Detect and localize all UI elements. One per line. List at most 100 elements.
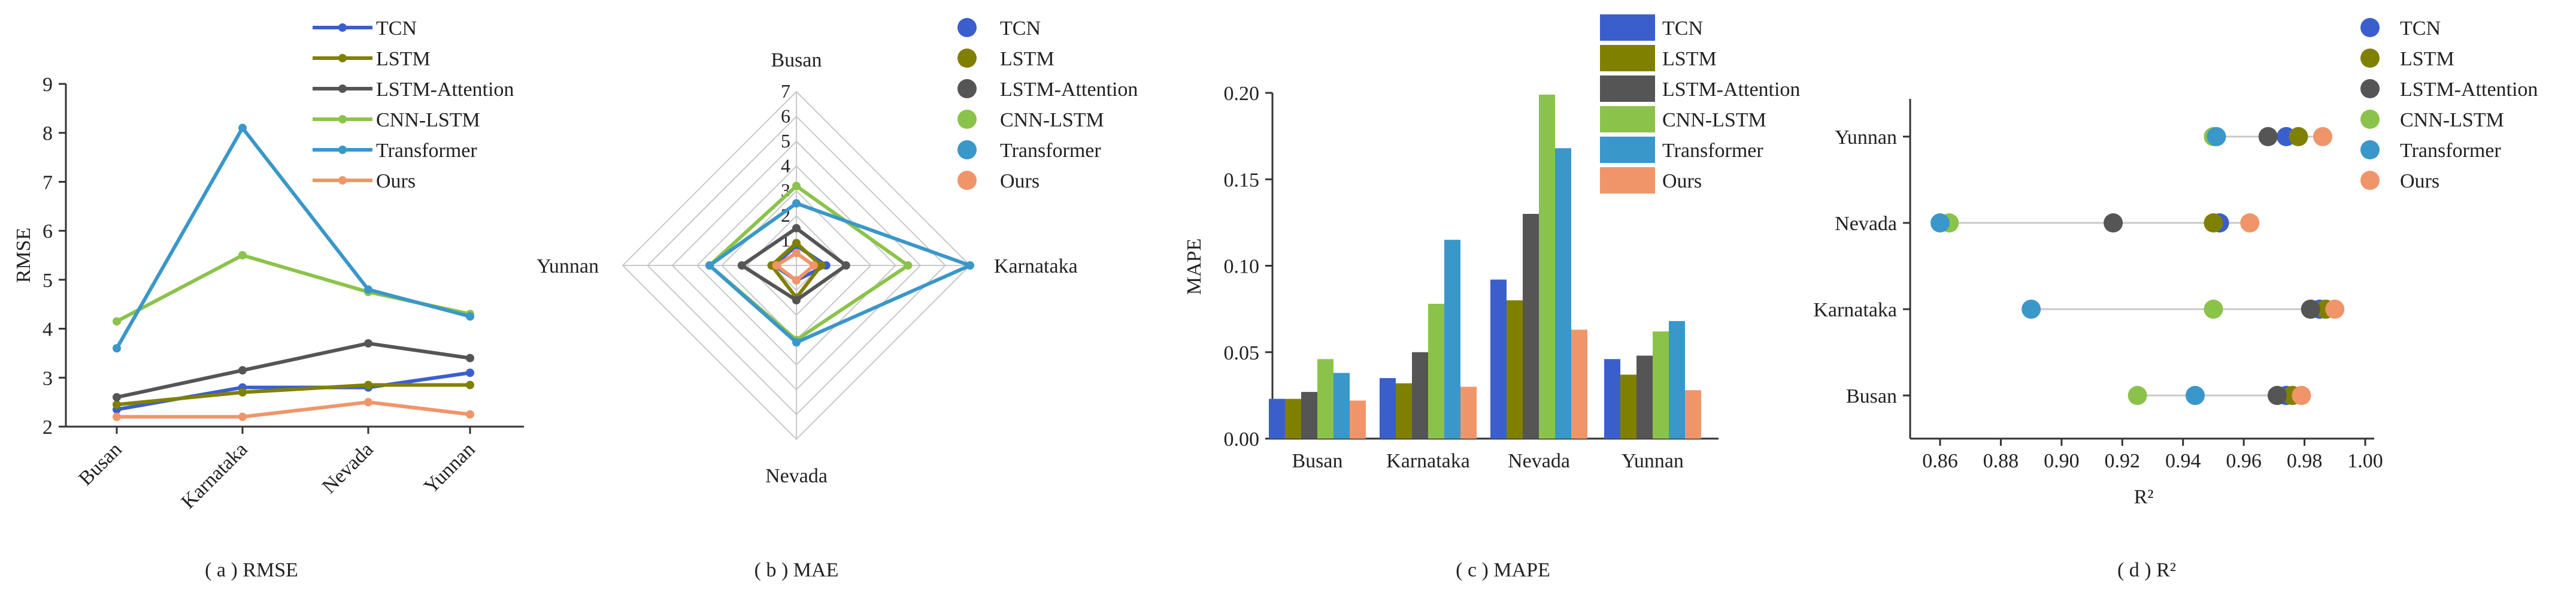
mape-legend-label: Ours xyxy=(1662,170,1702,192)
mape-y-label: MAPE xyxy=(1183,238,1205,295)
r2-dot-ours-busan xyxy=(2292,386,2311,405)
mape-legend-label: Transformer xyxy=(1662,140,1763,162)
mape-bar-lstm-karnataka xyxy=(1396,383,1412,439)
r2-chart: R² 0.86 0.88 0.90 0.92 0.94 0.96 0.98 1.00 Busan… xyxy=(1813,17,2538,581)
mae-point-transformer xyxy=(792,338,801,347)
mape-bar-lstm-busan xyxy=(1285,398,1301,439)
mae-legend-marker xyxy=(957,171,977,190)
r2-x-tick-label: 0.92 xyxy=(2105,450,2141,472)
r2-dot-ours-yunnan xyxy=(2313,127,2332,146)
mape-legend-swatch xyxy=(1600,137,1655,163)
rmse-line-ours xyxy=(117,400,471,419)
mae-point-lstm-attention xyxy=(737,261,746,270)
rmse-legend-label: CNN-LSTM xyxy=(376,109,480,131)
rmse-y-tick-label: 9 xyxy=(43,74,53,96)
mape-bar-lstm-yunnan xyxy=(1620,374,1636,439)
rmse-point-ours xyxy=(364,398,372,407)
rmse-chart: RMSE 2 3 4 5 6 7 8 9 Busan Karnataka Nevada Yunnan T… xyxy=(13,17,524,581)
mae-point-ours xyxy=(792,276,801,285)
r2-dot-transformer-nevada xyxy=(1931,213,1950,232)
mae-legend-marker xyxy=(957,110,977,129)
rmse-point-transformer xyxy=(238,123,247,132)
mae-point-transformer xyxy=(966,261,974,270)
mae-legend-label: Transformer xyxy=(1000,140,1101,162)
rmse-legend-marker xyxy=(338,176,347,185)
rmse-point-ours xyxy=(466,410,474,419)
mae-tick-label: 5 xyxy=(781,130,790,152)
mape-bar-transformer-yunnan xyxy=(1669,321,1685,439)
rmse-point-transformer xyxy=(466,312,474,321)
mape-legend-label: CNN-LSTM xyxy=(1662,109,1766,131)
rmse-point-lstm xyxy=(238,388,247,397)
mape-bar-cnn-lstm-karnataka xyxy=(1428,303,1444,439)
rmse-x-tick-label: Karnataka xyxy=(177,438,252,513)
r2-legend-marker xyxy=(2360,140,2380,159)
rmse-line-cnn-lstm xyxy=(116,253,471,323)
mape-legend-swatch xyxy=(1600,14,1655,41)
mape-legend-label: TCN xyxy=(1662,17,1703,40)
mae-axis-label-karnataka: Karnataka xyxy=(994,255,1078,277)
mape-legend-swatch xyxy=(1600,75,1655,102)
rmse-point-lstm-attention xyxy=(466,354,474,363)
rmse-point-ours xyxy=(238,412,247,421)
rmse-x-tick-label: Yunnan xyxy=(420,438,480,498)
mae-point-cnn-lstm xyxy=(792,182,801,191)
mape-caption: ( c ) MAPE xyxy=(1456,559,1550,581)
mae-radar-chart: 1234567BusanKarnatakaNevadaYunnanTCNLSTM… xyxy=(537,17,1138,581)
mape-y-tick-label: 0.05 xyxy=(1224,342,1260,364)
rmse-legend-label: TCN xyxy=(376,17,417,40)
mape-bar-ours-karnataka xyxy=(1460,386,1477,439)
mae-axis-label-yunnan: Yunnan xyxy=(537,255,599,277)
r2-x-tick-label: 0.98 xyxy=(2287,450,2323,472)
mae-tick-label: 6 xyxy=(781,105,790,126)
mae-point-lstm xyxy=(792,238,801,247)
r2-legend-marker xyxy=(2360,49,2380,68)
rmse-point-cnn-lstm xyxy=(113,317,121,326)
rmse-y-tick-label: 3 xyxy=(43,367,53,389)
rmse-point-cnn-lstm xyxy=(238,251,247,259)
r2-x-tick-label: 0.94 xyxy=(2165,450,2201,472)
mae-point-ours xyxy=(772,261,781,270)
r2-y-tick-label: Yunnan xyxy=(1835,126,1897,149)
mape-legend-label: LSTM xyxy=(1662,48,1717,70)
mape-y-tick-label: 0.20 xyxy=(1224,83,1260,105)
r2-legend-marker xyxy=(2360,171,2380,190)
rmse-legend-label: Transformer xyxy=(376,140,477,162)
rmse-y-tick-label: 8 xyxy=(43,123,53,145)
mape-y-tick-label: 0.10 xyxy=(1224,256,1260,278)
r2-x-tick-label: 1.00 xyxy=(2347,450,2383,472)
r2-x-tick-label: 0.86 xyxy=(1922,450,1958,472)
mape-y-tick-label: 0.00 xyxy=(1224,428,1260,451)
mape-legend-swatch xyxy=(1600,167,1655,194)
mape-bar-ours-yunnan xyxy=(1685,390,1701,439)
rmse-point-transformer xyxy=(364,285,372,294)
rmse-point-lstm xyxy=(466,380,474,389)
rmse-point-transformer xyxy=(113,344,121,353)
r2-x-tick-label: 0.88 xyxy=(1983,450,2019,472)
mape-bar-lstm-attention-nevada xyxy=(1523,213,1539,439)
rmse-point-lstm-attention xyxy=(113,392,121,401)
rmse-y-tick-label: 7 xyxy=(43,171,53,194)
rmse-y-label: RMSE xyxy=(13,228,35,283)
r2-x-tick-label: 0.90 xyxy=(2044,450,2080,472)
mae-point-lstm xyxy=(817,261,826,270)
mae-legend-label: LSTM xyxy=(1000,48,1054,70)
r2-dot-lstm-nevada xyxy=(2204,213,2223,232)
r2-dot-cnn-lstm-karnataka xyxy=(2204,300,2223,319)
r2-x-label: R² xyxy=(2134,486,2154,508)
r2-y-tick-label: Karnataka xyxy=(1813,299,1897,321)
rmse-legend-label: LSTM xyxy=(376,48,431,70)
mape-legend-swatch xyxy=(1600,45,1655,71)
mae-legend-marker xyxy=(957,18,977,37)
mae-caption: ( b ) MAE xyxy=(754,559,839,581)
rmse-legend-marker xyxy=(338,84,347,93)
rmse-caption: ( a ) RMSE xyxy=(205,559,298,581)
r2-legend-label: CNN-LSTM xyxy=(2400,109,2504,131)
mape-x-tick-label: Busan xyxy=(1292,450,1343,472)
rmse-legend-marker xyxy=(338,115,347,123)
rmse-legend-label: Ours xyxy=(376,170,416,192)
rmse-legend-marker xyxy=(338,23,347,32)
r2-legend-label: LSTM xyxy=(2400,48,2454,70)
rmse-line-lstm-attention xyxy=(116,342,471,399)
